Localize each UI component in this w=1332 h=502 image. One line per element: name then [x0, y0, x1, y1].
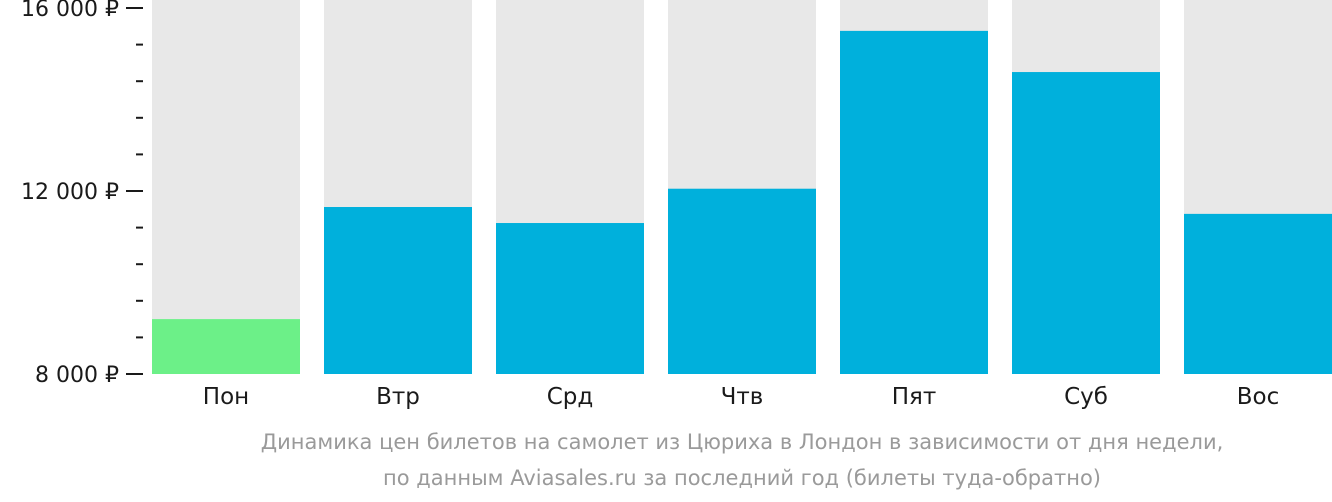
- chart-caption-line-2: по данным Aviasales.ru за последний год …: [383, 466, 1101, 490]
- y-tick-label: 16 000 ₽: [21, 0, 119, 22]
- bar-track: [152, 0, 300, 374]
- bar-7: [1184, 213, 1332, 374]
- x-tick-label: Пон: [203, 384, 249, 410]
- bar-1: [152, 319, 300, 374]
- x-tick-label: Пят: [892, 384, 937, 410]
- price-bar-chart: 16 000 ₽ 12 000 ₽ 8 000 ₽ Пон Втр Срд Чтв Пят Су…: [21, 0, 1332, 410]
- x-tick-label: Втр: [376, 384, 420, 410]
- bar-4: [668, 188, 816, 374]
- bar-6: [1012, 72, 1160, 375]
- x-tick-label: Вос: [1237, 384, 1280, 410]
- bar-2: [324, 207, 472, 374]
- x-tick-label: Чтв: [721, 384, 764, 410]
- bar-5: [840, 30, 988, 374]
- x-tick-label: Срд: [547, 384, 594, 410]
- y-tick-label: 12 000 ₽: [21, 180, 119, 205]
- chart-caption-line-1: Динамика цен билетов на самолет из Цюрих…: [260, 430, 1224, 454]
- x-tick-label: Суб: [1064, 384, 1108, 410]
- bar-3: [496, 223, 644, 374]
- y-tick-label: 8 000 ₽: [35, 363, 119, 388]
